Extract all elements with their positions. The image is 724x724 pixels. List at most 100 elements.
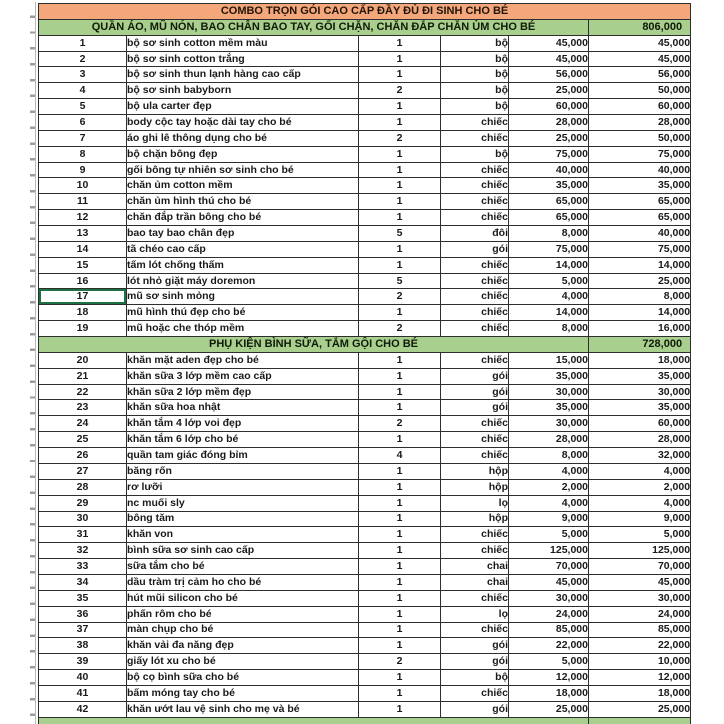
unit-cell[interactable]: chai bbox=[440, 573, 509, 591]
row-number-cell[interactable]: 18 bbox=[38, 304, 127, 322]
amount-cell[interactable]: 22,000 bbox=[587, 637, 692, 655]
unit-price-cell[interactable]: 30,000 bbox=[508, 383, 589, 401]
quantity-cell[interactable]: 1 bbox=[358, 542, 441, 560]
amount-cell[interactable]: 60,000 bbox=[587, 98, 692, 116]
item-name-cell[interactable]: tấm lót chống thấm bbox=[126, 256, 359, 274]
row-number-cell[interactable]: 5 bbox=[38, 98, 127, 116]
unit-price-cell[interactable]: 4,000 bbox=[508, 288, 589, 306]
unit-price-cell[interactable]: 2,000 bbox=[508, 478, 589, 496]
unit-price-cell[interactable]: 45,000 bbox=[508, 573, 589, 591]
unit-price-cell[interactable]: 35,000 bbox=[508, 177, 589, 195]
unit-cell[interactable]: chiếc bbox=[440, 320, 509, 338]
quantity-cell[interactable]: 1 bbox=[358, 240, 441, 258]
section-total-cell[interactable]: 728,000 bbox=[587, 336, 692, 353]
amount-cell[interactable]: 14,000 bbox=[587, 256, 692, 274]
amount-cell[interactable]: 35,000 bbox=[587, 367, 692, 385]
quantity-cell[interactable]: 2 bbox=[358, 82, 441, 100]
unit-price-cell[interactable]: 14,000 bbox=[508, 256, 589, 274]
amount-cell[interactable]: 65,000 bbox=[587, 209, 692, 227]
item-name-cell[interactable]: phấn rôm cho bé bbox=[126, 605, 359, 623]
unit-price-cell[interactable]: 5,000 bbox=[508, 526, 589, 544]
unit-cell[interactable]: chiếc bbox=[440, 621, 509, 639]
row-number-cell[interactable]: 26 bbox=[38, 447, 127, 464]
row-number-cell[interactable]: 31 bbox=[38, 526, 127, 544]
quantity-cell[interactable]: 1 bbox=[358, 605, 441, 623]
unit-price-cell[interactable]: 24,000 bbox=[508, 605, 589, 623]
item-name-cell[interactable]: khăn sữa 3 lớp mềm cao cấp bbox=[126, 367, 359, 385]
item-name-cell[interactable]: áo ghi lê thông dụng cho bé bbox=[126, 129, 359, 147]
row-number-cell[interactable]: 6 bbox=[38, 114, 127, 131]
unit-price-cell[interactable]: 45,000 bbox=[508, 50, 589, 68]
row-number-cell[interactable]: 21 bbox=[38, 367, 127, 385]
quantity-cell[interactable]: 1 bbox=[358, 161, 441, 179]
item-name-cell[interactable]: mũ hình thú đẹp cho bé bbox=[126, 304, 359, 322]
unit-cell[interactable]: gói bbox=[440, 399, 509, 417]
unit-cell[interactable]: chiếc bbox=[440, 351, 509, 369]
quantity-cell[interactable]: 1 bbox=[358, 145, 441, 163]
unit-price-cell[interactable]: 18,000 bbox=[508, 684, 589, 702]
item-name-cell[interactable]: bình sữa sơ sinh cao cấp bbox=[126, 542, 359, 560]
quantity-cell[interactable]: 1 bbox=[358, 669, 441, 686]
unit-price-cell[interactable]: 35,000 bbox=[508, 399, 589, 417]
unit-price-cell[interactable]: 30,000 bbox=[508, 415, 589, 433]
item-name-cell[interactable]: chăn ủm hình thú cho bé bbox=[126, 193, 359, 211]
item-name-cell[interactable]: sữa tắm cho bé bbox=[126, 558, 359, 575]
unit-cell[interactable]: chiếc bbox=[440, 177, 509, 195]
item-name-cell[interactable]: mũ sơ sinh mỏng bbox=[126, 288, 359, 306]
amount-cell[interactable]: 45,000 bbox=[587, 573, 692, 591]
row-number-cell[interactable]: 42 bbox=[38, 700, 127, 718]
unit-cell[interactable]: chiếc bbox=[440, 304, 509, 322]
item-name-cell[interactable]: bấm móng tay cho bé bbox=[126, 684, 359, 702]
item-name-cell[interactable]: nc muối sly bbox=[126, 494, 359, 512]
unit-cell[interactable]: hộp bbox=[440, 510, 509, 528]
unit-price-cell[interactable]: 9,000 bbox=[508, 510, 589, 528]
unit-price-cell[interactable]: 70,000 bbox=[508, 558, 589, 575]
row-number-cell[interactable]: 1 bbox=[38, 34, 127, 52]
amount-cell[interactable]: 12,000 bbox=[587, 669, 692, 686]
item-name-cell[interactable]: bộ sơ sinh cotton mềm màu bbox=[126, 34, 359, 52]
unit-cell[interactable]: gói bbox=[440, 637, 509, 655]
unit-price-cell[interactable]: 4,000 bbox=[508, 462, 589, 480]
unit-cell[interactable]: bộ bbox=[440, 50, 509, 68]
item-name-cell[interactable]: khăn von bbox=[126, 526, 359, 544]
row-number-cell[interactable]: 27 bbox=[38, 462, 127, 480]
quantity-cell[interactable]: 1 bbox=[358, 526, 441, 544]
table-title-cell[interactable]: COMBO TRỌN GÓI CAO CẤP ĐẦY ĐỦ ĐI SINH CH… bbox=[37, 3, 692, 20]
unit-cell[interactable]: bộ bbox=[440, 669, 509, 686]
item-name-cell[interactable]: chăn đắp trần bông cho bé bbox=[126, 209, 359, 227]
item-name-cell[interactable]: chăn ủm cotton mềm bbox=[126, 177, 359, 195]
amount-cell[interactable]: 40,000 bbox=[587, 225, 692, 242]
unit-price-cell[interactable]: 35,000 bbox=[508, 367, 589, 385]
unit-cell[interactable]: bộ bbox=[440, 145, 509, 163]
unit-cell[interactable]: chiếc bbox=[440, 209, 509, 227]
unit-price-cell[interactable]: 85,000 bbox=[508, 621, 589, 639]
unit-price-cell[interactable]: 5,000 bbox=[508, 653, 589, 671]
amount-cell[interactable]: 8,000 bbox=[587, 288, 692, 306]
row-number-cell[interactable]: 22 bbox=[38, 383, 127, 401]
unit-cell[interactable]: chiếc bbox=[440, 415, 509, 433]
unit-cell[interactable]: chiếc bbox=[440, 288, 509, 306]
unit-price-cell[interactable]: 125,000 bbox=[508, 542, 589, 560]
item-name-cell[interactable]: body cộc tay hoặc dài tay cho bé bbox=[126, 114, 359, 131]
quantity-cell[interactable]: 1 bbox=[358, 431, 441, 449]
row-number-cell[interactable]: 38 bbox=[38, 637, 127, 655]
row-number-cell[interactable]: 34 bbox=[38, 573, 127, 591]
quantity-cell[interactable]: 1 bbox=[358, 50, 441, 68]
item-name-cell[interactable]: khăn tắm 6 lớp cho bé bbox=[126, 431, 359, 449]
amount-cell[interactable]: 75,000 bbox=[587, 145, 692, 163]
quantity-cell[interactable]: 2 bbox=[358, 415, 441, 433]
row-number-cell[interactable]: 28 bbox=[38, 478, 127, 496]
amount-cell[interactable]: 65,000 bbox=[587, 193, 692, 211]
amount-cell[interactable]: 60,000 bbox=[587, 415, 692, 433]
quantity-cell[interactable]: 1 bbox=[358, 209, 441, 227]
unit-price-cell[interactable]: 8,000 bbox=[508, 447, 589, 464]
quantity-cell[interactable]: 4 bbox=[358, 447, 441, 464]
amount-cell[interactable]: 24,000 bbox=[587, 605, 692, 623]
unit-price-cell[interactable]: 25,000 bbox=[508, 82, 589, 100]
row-number-cell[interactable]: 29 bbox=[38, 494, 127, 512]
item-name-cell[interactable]: khăn vải đa năng đẹp bbox=[126, 637, 359, 655]
quantity-cell[interactable]: 1 bbox=[358, 66, 441, 84]
quantity-cell[interactable]: 1 bbox=[358, 256, 441, 274]
unit-cell[interactable]: chiếc bbox=[440, 684, 509, 702]
item-name-cell[interactable]: lót nhỏ giặt máy doremon bbox=[126, 272, 359, 290]
